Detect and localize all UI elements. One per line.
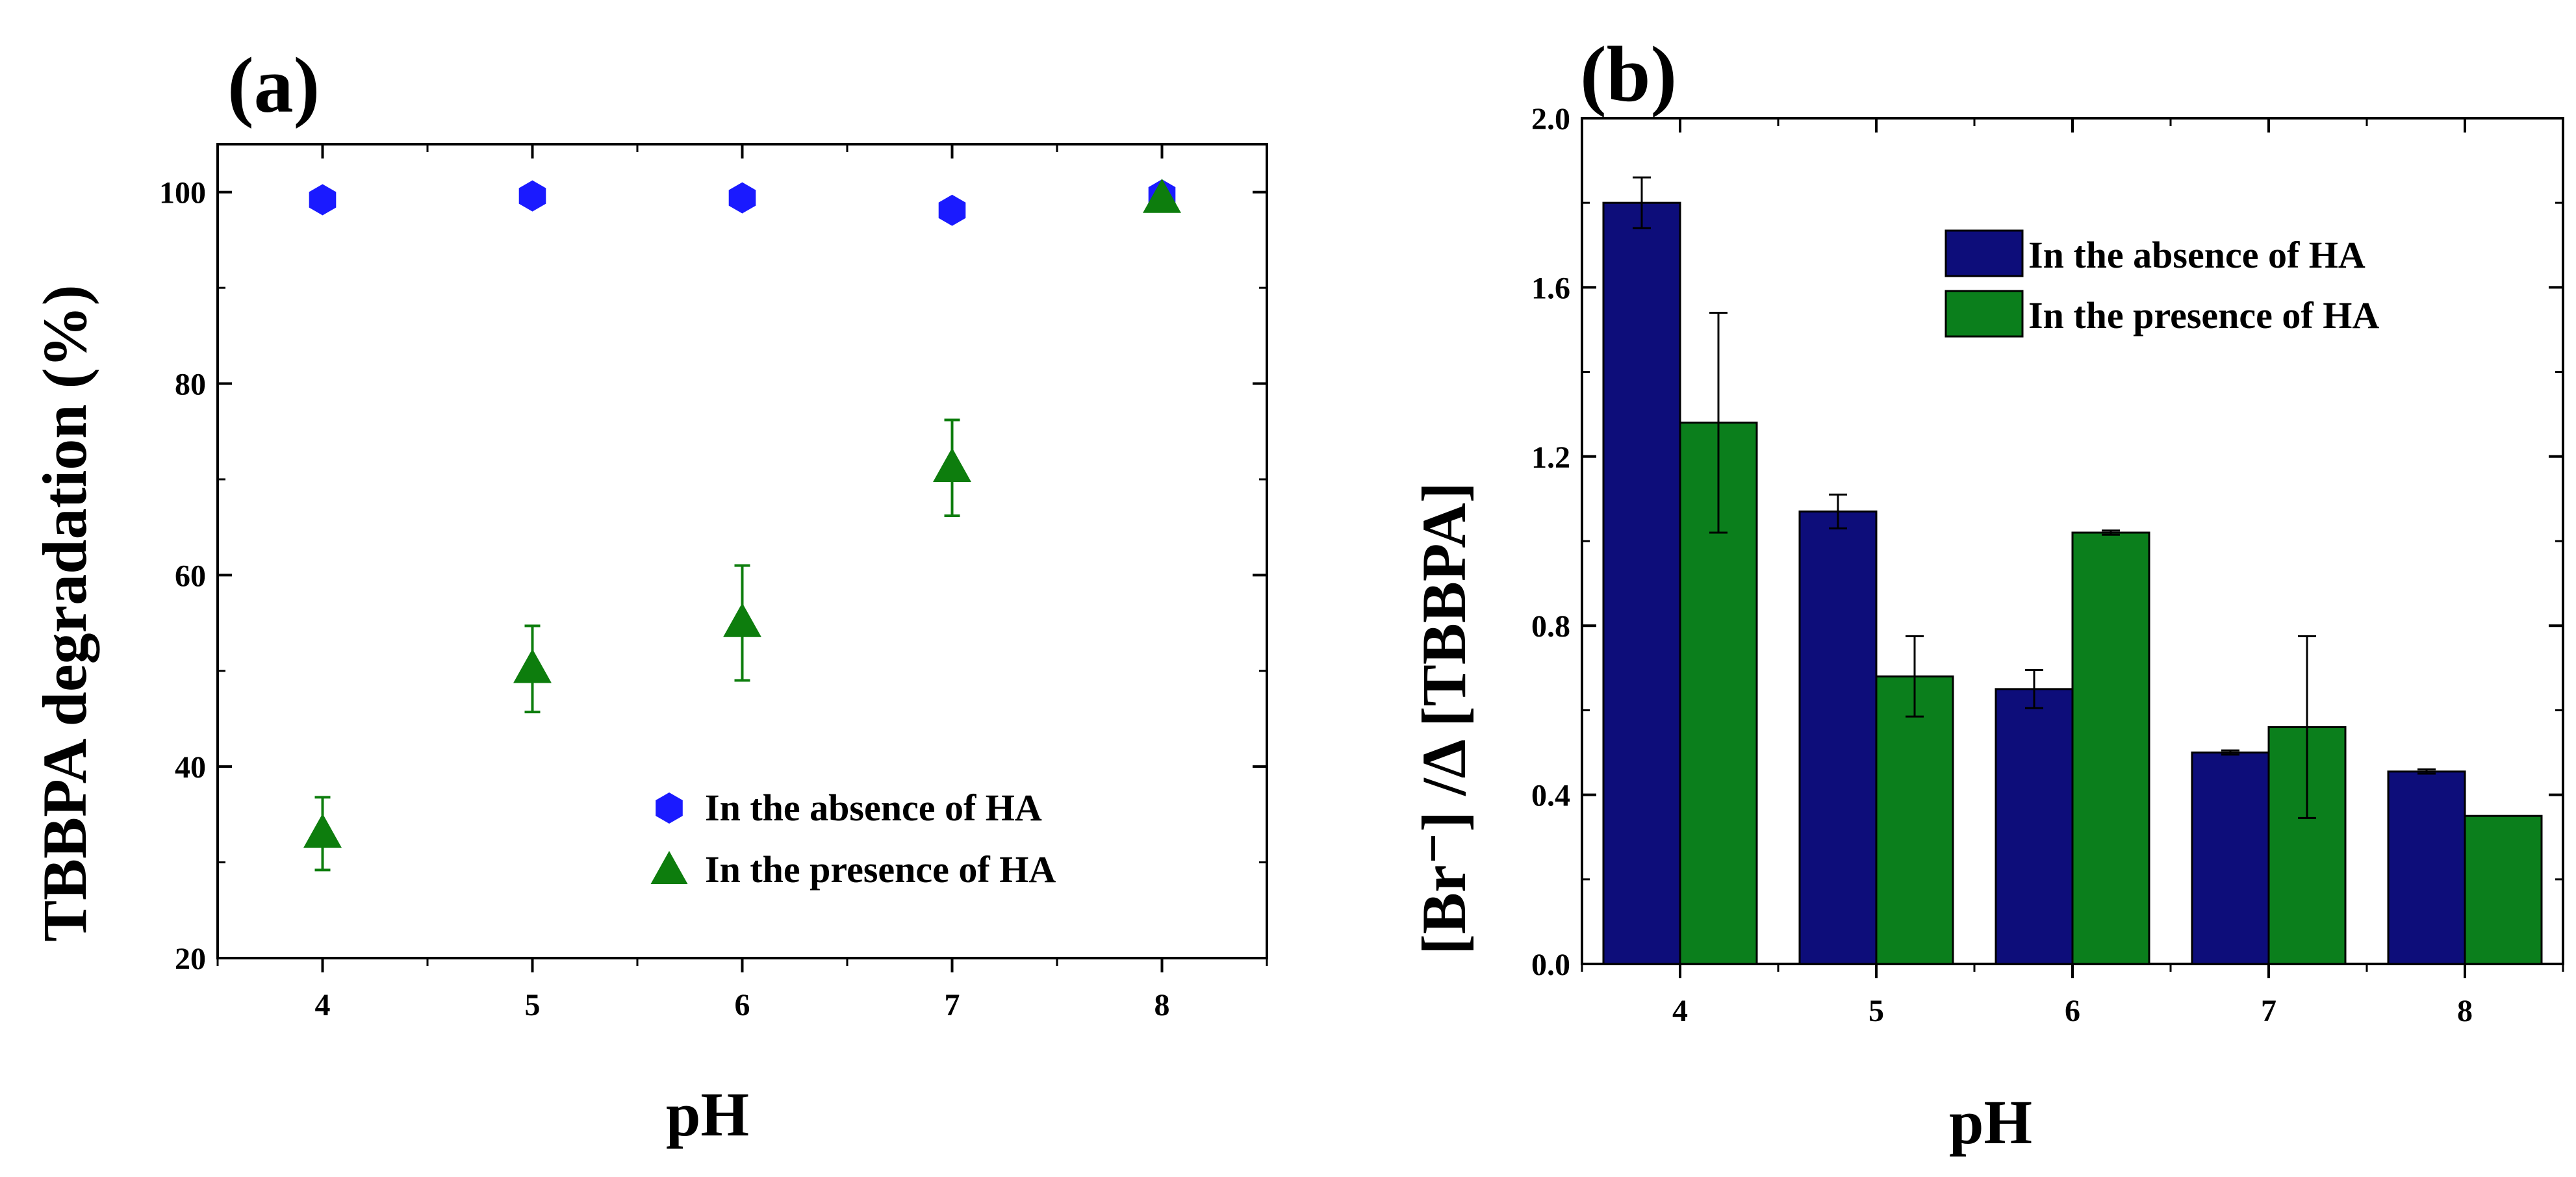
- panel-b-bar-absence: [2387, 770, 2466, 965]
- panel-b-y-tick-label: 0.8: [1531, 609, 1570, 644]
- panel-a-x-tick-label: 4: [315, 988, 331, 1022]
- panel-b-bar-chart: (b) 0.0 0.4 0.8 1.2 1.6 2.0 4 5 6 7 8 pH [Br⁻] /Δ…: [1409, 31, 2564, 1157]
- panel-b-y-axis: 0.0 0.4 0.8 1.2 1.6 2.0: [1531, 102, 2563, 982]
- panel-a-point-absence: [938, 194, 966, 226]
- panel-b-bar-absence: [1602, 201, 1681, 965]
- panel-a-scatter-chart: (a) 20 40 60 80 100 4 5 6 7 8 pH TBBPA degradati…: [30, 42, 1268, 1149]
- panel-a-data-points: [303, 179, 1181, 848]
- panel-b-error-bars: [1633, 176, 2436, 819]
- panel-b-x-axis: 4 5 6 7 8: [1581, 118, 2564, 1028]
- panel-b-legend-swatch-absence: [1945, 229, 2024, 277]
- panel-a-legend-label-absence: In the absence of HA: [705, 787, 1042, 829]
- panel-a-x-tick-label: 8: [1154, 988, 1170, 1022]
- panel-a-x-tick-label: 7: [945, 988, 960, 1022]
- panel-b-label: (b): [1580, 31, 1677, 118]
- panel-b-bar-presence: [1875, 675, 1954, 965]
- panel-b-bar-presence: [2071, 531, 2150, 965]
- panel-a-point-absence: [518, 180, 546, 212]
- panel-b-y-tick-label: 1.6: [1531, 271, 1570, 305]
- panel-a-point-presence: [1143, 179, 1181, 213]
- panel-a-y-tick-label: 20: [175, 942, 206, 976]
- panel-a-legend-marker-presence: [650, 851, 688, 884]
- panel-a-label: (a): [227, 42, 320, 129]
- panel-b-y-tick-label: 0.4: [1531, 779, 1570, 813]
- panel-b-bar-absence: [1995, 688, 2074, 965]
- panel-a-x-axis: 4 5 6 7 8: [216, 144, 1268, 1022]
- panel-a-y-axis: 20 40 60 80 100: [159, 176, 1267, 976]
- panel-b-y-tick-label: 2.0: [1531, 102, 1570, 136]
- panel-b-x-tick-label: 8: [2457, 994, 2473, 1028]
- panel-a-plot-frame: [216, 143, 1268, 959]
- panel-b-bars: [1602, 201, 2543, 965]
- panel-a-legend-label-presence: In the presence of HA: [705, 848, 1056, 891]
- panel-b-x-tick-label: 4: [1672, 994, 1688, 1028]
- panel-a-x-tick-label: 5: [525, 988, 541, 1022]
- panel-b-legend-label-absence: In the absence of HA: [2028, 234, 2366, 276]
- panel-a-point-presence: [513, 648, 552, 683]
- panel-a-point-presence: [303, 813, 342, 848]
- panel-b-y-tick-label: 0.0: [1531, 948, 1570, 982]
- panel-b-legend-swatch-presence: [1945, 290, 2024, 338]
- panel-b-bar-presence: [2464, 815, 2543, 965]
- panel-a-y-tick-label: 60: [175, 559, 206, 593]
- panel-b-x-tick-label: 7: [2261, 994, 2276, 1028]
- panel-a-x-axis-title: pH: [666, 1080, 749, 1149]
- panel-a-point-absence: [309, 184, 337, 216]
- panel-b-legend: In the absence of HA In the presence of …: [1945, 229, 2379, 338]
- panel-b-x-tick-label: 6: [2065, 994, 2080, 1028]
- panel-a-point-presence: [933, 448, 971, 482]
- panel-a-y-tick-label: 80: [175, 368, 206, 402]
- panel-a-point-presence: [723, 603, 761, 637]
- panel-b-y-tick-label: 1.2: [1531, 440, 1570, 475]
- panel-a-y-tick-label: 40: [175, 750, 206, 785]
- panel-a-legend-marker-absence: [656, 792, 683, 824]
- panel-a-x-tick-label: 6: [735, 988, 750, 1022]
- panel-b-bar-absence: [2191, 752, 2270, 965]
- panel-a-legend: In the absence of HA In the presence of …: [650, 787, 1056, 891]
- panel-a-y-axis-title: TBBPA degradation (%): [30, 285, 99, 942]
- panel-b-y-axis-title: [Br⁻] /Δ [TBBPA]: [1409, 482, 1479, 955]
- panel-a-point-absence: [728, 182, 756, 214]
- panel-b-x-axis-title: pH: [1949, 1087, 2032, 1157]
- panel-b-x-tick-label: 5: [1868, 994, 1884, 1028]
- panel-b-legend-label-presence: In the presence of HA: [2028, 294, 2379, 336]
- panel-b-bar-absence: [1798, 510, 1878, 965]
- panel-a-y-tick-label: 100: [159, 176, 206, 210]
